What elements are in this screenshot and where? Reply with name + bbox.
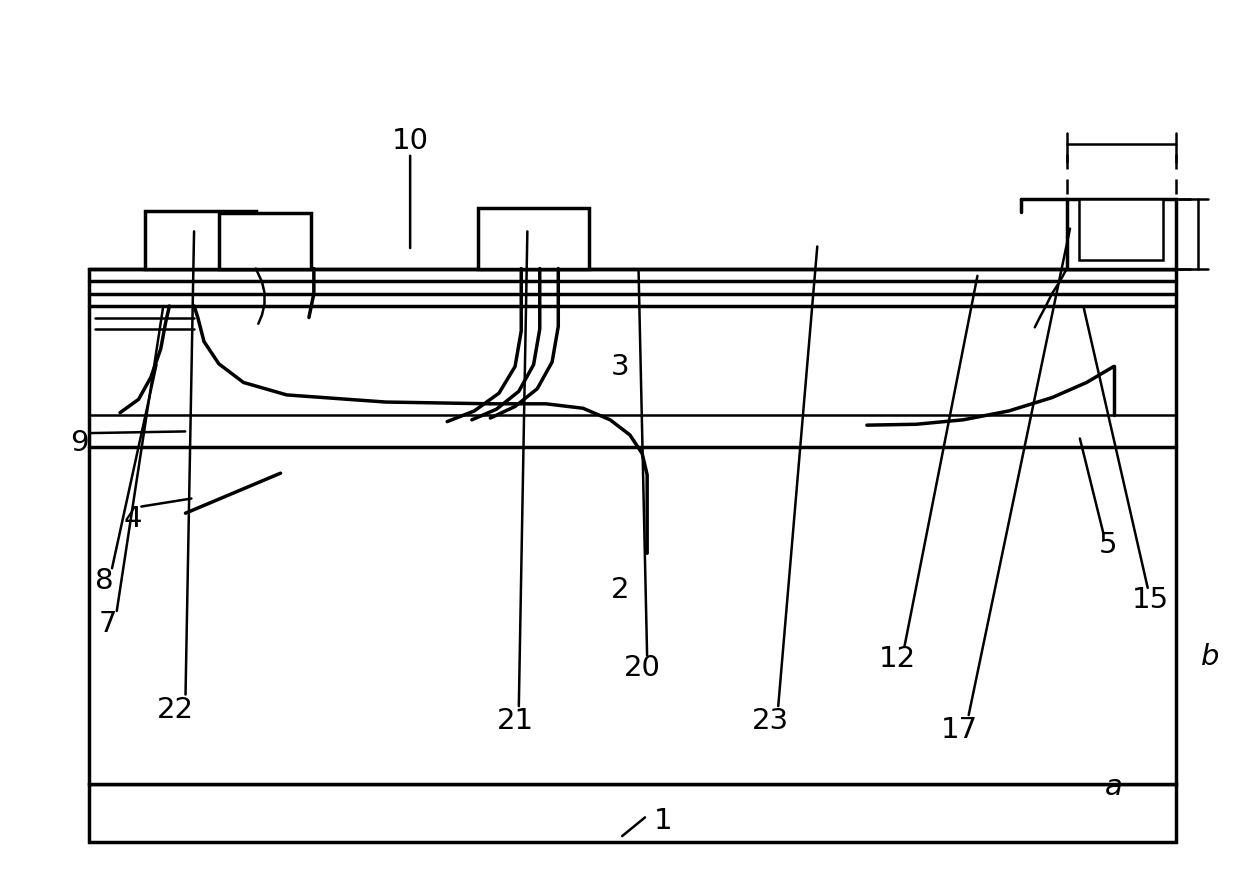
Polygon shape — [479, 209, 589, 269]
Polygon shape — [1079, 200, 1163, 260]
Text: 1: 1 — [653, 806, 672, 834]
Text: b: b — [1200, 642, 1219, 670]
Polygon shape — [145, 212, 255, 269]
Text: 22: 22 — [157, 696, 195, 723]
Text: 10: 10 — [392, 126, 429, 155]
Text: 3: 3 — [610, 353, 630, 381]
Text: 7: 7 — [98, 609, 117, 637]
Text: 2: 2 — [611, 575, 629, 603]
Text: 12: 12 — [879, 645, 916, 672]
Polygon shape — [89, 269, 1176, 785]
Polygon shape — [89, 785, 1176, 842]
Text: 5: 5 — [1099, 531, 1117, 559]
Polygon shape — [218, 215, 311, 269]
Text: 23: 23 — [751, 706, 789, 735]
Text: 20: 20 — [624, 654, 661, 681]
Text: 17: 17 — [941, 715, 978, 744]
Text: 21: 21 — [496, 706, 533, 735]
Text: a: a — [1105, 772, 1122, 800]
Text: 9: 9 — [71, 428, 88, 457]
Polygon shape — [1066, 200, 1176, 269]
Text: 4: 4 — [123, 504, 141, 532]
Text: 8: 8 — [94, 566, 113, 595]
Text: 15: 15 — [1132, 586, 1169, 614]
